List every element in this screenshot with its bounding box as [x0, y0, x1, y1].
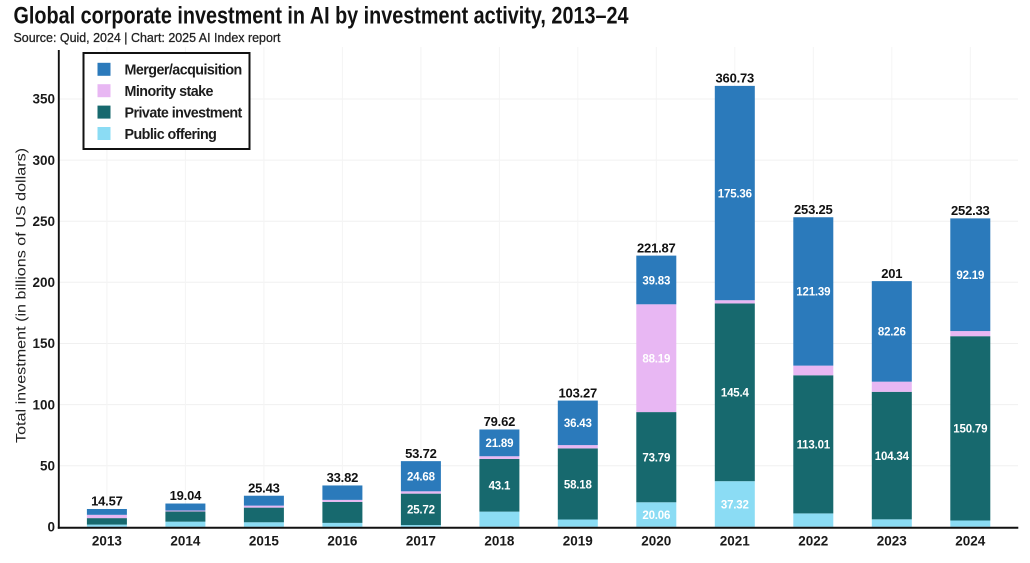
svg-text:25.43: 25.43	[248, 480, 280, 495]
svg-text:Private investment: Private investment	[125, 106, 243, 122]
svg-text:20.06: 20.06	[642, 510, 670, 522]
svg-text:39.83: 39.83	[642, 275, 670, 287]
svg-text:2016: 2016	[327, 533, 358, 548]
svg-text:Total investment (in billions: Total investment (in billions of US doll…	[12, 148, 28, 443]
svg-text:36.43: 36.43	[564, 418, 592, 430]
svg-text:50: 50	[40, 458, 55, 473]
svg-text:24.68: 24.68	[407, 472, 436, 484]
svg-text:Source: Quid, 2024 | Chart: 20: Source: Quid, 2024 | Chart: 2025 AI Inde…	[14, 30, 281, 45]
svg-text:Global corporate investment in: Global corporate investment in AI by inv…	[14, 3, 630, 30]
svg-text:360.73: 360.73	[716, 71, 755, 86]
svg-text:175.36: 175.36	[718, 188, 752, 200]
svg-text:53.72: 53.72	[405, 446, 437, 461]
svg-text:250: 250	[32, 214, 55, 229]
svg-text:92.19: 92.19	[956, 270, 984, 282]
svg-text:88.19: 88.19	[642, 354, 670, 366]
svg-text:2015: 2015	[249, 533, 280, 548]
svg-text:2022: 2022	[798, 533, 828, 548]
svg-text:Public offering: Public offering	[125, 127, 217, 143]
svg-text:104.34: 104.34	[875, 451, 910, 463]
svg-text:350: 350	[32, 92, 55, 107]
svg-text:300: 300	[32, 153, 55, 168]
svg-text:103.27: 103.27	[559, 385, 598, 400]
svg-text:2013: 2013	[92, 533, 123, 548]
svg-text:2019: 2019	[563, 533, 593, 548]
svg-text:121.39: 121.39	[796, 287, 830, 299]
svg-text:145.4: 145.4	[721, 388, 750, 400]
svg-text:2024: 2024	[955, 533, 986, 548]
svg-text:19.04: 19.04	[170, 488, 203, 503]
svg-text:43.1: 43.1	[489, 481, 511, 493]
svg-text:Merger/acquisition: Merger/acquisition	[125, 63, 242, 79]
svg-text:37.32: 37.32	[721, 499, 749, 511]
svg-text:253.25: 253.25	[794, 202, 833, 217]
svg-text:2023: 2023	[877, 533, 908, 548]
svg-text:73.79: 73.79	[642, 453, 670, 465]
svg-text:252.33: 252.33	[951, 203, 990, 218]
svg-text:82.26: 82.26	[878, 327, 906, 339]
svg-text:201: 201	[881, 266, 902, 281]
svg-text:58.18: 58.18	[564, 479, 593, 491]
svg-text:25.72: 25.72	[407, 505, 435, 517]
svg-text:Minority stake: Minority stake	[125, 84, 214, 100]
svg-text:2017: 2017	[406, 533, 436, 548]
svg-text:2021: 2021	[720, 533, 751, 548]
svg-text:0: 0	[47, 520, 55, 535]
svg-text:79.62: 79.62	[484, 414, 516, 429]
svg-text:100: 100	[32, 397, 55, 412]
svg-text:21.89: 21.89	[486, 438, 514, 450]
svg-text:2018: 2018	[484, 533, 515, 548]
svg-text:221.87: 221.87	[637, 240, 676, 255]
svg-text:14.57: 14.57	[91, 494, 123, 509]
svg-text:150: 150	[32, 336, 55, 351]
svg-text:2020: 2020	[641, 533, 671, 548]
svg-text:200: 200	[32, 275, 55, 290]
svg-text:33.82: 33.82	[327, 470, 359, 485]
svg-text:150.79: 150.79	[953, 424, 987, 436]
svg-text:2014: 2014	[170, 533, 201, 548]
svg-text:113.01: 113.01	[797, 440, 831, 452]
